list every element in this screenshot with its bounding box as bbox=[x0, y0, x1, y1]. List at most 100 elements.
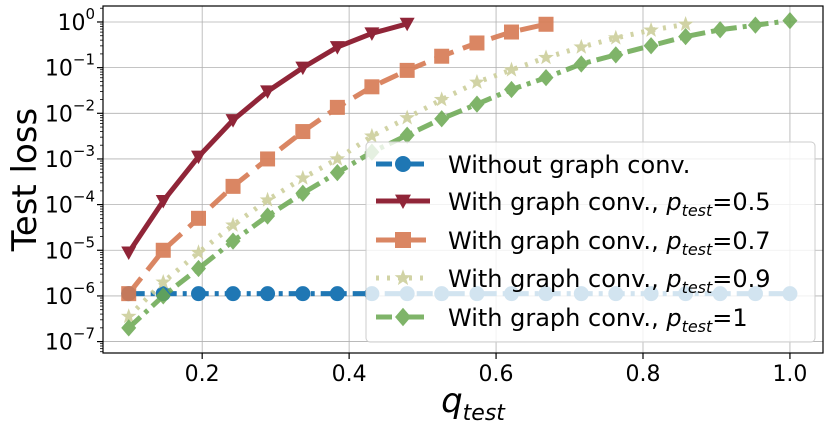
data-point bbox=[538, 49, 554, 65]
data-point bbox=[782, 11, 798, 30]
data-point bbox=[643, 37, 659, 55]
data-point bbox=[294, 169, 311, 185]
legend-box bbox=[365, 141, 816, 343]
legend-label: With graph conv., ptest=0.7 bbox=[448, 227, 771, 259]
axis-labels: qtest Test loss bbox=[5, 108, 506, 424]
data-point bbox=[469, 74, 485, 89]
legend-entry bbox=[376, 307, 430, 327]
x-tick-label: 1.0 bbox=[772, 362, 807, 387]
data-point bbox=[191, 150, 207, 165]
x-axis-label: qtest bbox=[441, 381, 506, 424]
data-point bbox=[260, 151, 276, 167]
legend-swatch-marker bbox=[395, 194, 411, 209]
legend-entry bbox=[376, 194, 430, 209]
data-point bbox=[260, 85, 276, 99]
data-point bbox=[295, 184, 311, 202]
data-point bbox=[399, 126, 415, 144]
data-point bbox=[295, 61, 311, 76]
y-tick-label: 10−7 bbox=[45, 325, 95, 356]
data-point bbox=[121, 286, 137, 302]
data-point bbox=[191, 259, 207, 278]
data-point bbox=[364, 79, 380, 95]
y-tick-label: 10−2 bbox=[45, 96, 95, 127]
legend-swatch-marker bbox=[395, 156, 411, 172]
data-point bbox=[329, 164, 345, 182]
series-2 bbox=[121, 17, 415, 261]
legend-swatch-marker bbox=[394, 269, 412, 286]
data-point bbox=[225, 178, 241, 194]
data-point bbox=[191, 210, 207, 226]
legend-swatch-marker bbox=[395, 307, 411, 327]
data-point bbox=[434, 110, 450, 128]
data-point bbox=[677, 16, 694, 31]
legend-label: Without graph conv. bbox=[448, 151, 690, 179]
legend-entry bbox=[376, 156, 430, 172]
data-point bbox=[155, 287, 171, 305]
x-tick-label: 0.8 bbox=[626, 362, 661, 387]
data-point bbox=[260, 286, 276, 302]
y-tick-label: 10−1 bbox=[45, 51, 95, 82]
data-point bbox=[469, 95, 485, 113]
data-point bbox=[364, 127, 380, 143]
data-point bbox=[643, 21, 659, 37]
data-point bbox=[225, 216, 241, 232]
series-5 bbox=[121, 11, 798, 337]
y-tick-label: 10−6 bbox=[45, 279, 95, 310]
x-tick-label: 0.4 bbox=[332, 362, 367, 387]
x-tick-label: 0.6 bbox=[479, 362, 514, 387]
data-point bbox=[225, 286, 241, 302]
data-point bbox=[364, 27, 380, 41]
data-point bbox=[433, 91, 450, 107]
data-point bbox=[607, 29, 624, 45]
data-point bbox=[503, 61, 520, 77]
data-point bbox=[434, 48, 450, 64]
y-tick-label: 100 bbox=[57, 5, 95, 36]
y-axis-label: Test loss bbox=[5, 108, 45, 252]
legend-swatch-marker bbox=[395, 232, 411, 248]
y-tick-label: 10−5 bbox=[45, 233, 95, 264]
legend-entry bbox=[376, 232, 430, 248]
data-point bbox=[259, 191, 276, 207]
data-point bbox=[712, 21, 728, 39]
plot-frame bbox=[102, 5, 824, 354]
data-point bbox=[190, 244, 207, 260]
data-point bbox=[503, 24, 519, 40]
legend-label: With graph conv., ptest=0.5 bbox=[448, 188, 771, 220]
data-point bbox=[329, 99, 345, 115]
data-point bbox=[329, 286, 345, 302]
data-point bbox=[155, 273, 172, 289]
data-point bbox=[120, 308, 137, 324]
series-4 bbox=[120, 16, 694, 324]
data-point bbox=[121, 319, 137, 337]
legend-entry bbox=[376, 269, 430, 286]
data-point bbox=[538, 16, 554, 32]
data-point bbox=[225, 114, 241, 128]
data-point bbox=[538, 69, 554, 87]
data-point bbox=[191, 286, 207, 302]
series-3 bbox=[121, 16, 554, 302]
data-point bbox=[155, 194, 171, 209]
tick-layer: 0.2 0.4 0.6 0.8 1.0 100 10−1 10−2 10−3 10−4 10−5 10… bbox=[45, 5, 808, 387]
data-point bbox=[121, 246, 137, 261]
legend: Without graph conv. With graph conv., pte… bbox=[365, 141, 816, 343]
data-point bbox=[155, 242, 171, 258]
y-tick-label: 10−3 bbox=[45, 142, 95, 173]
data-point bbox=[329, 41, 345, 55]
data-point bbox=[608, 46, 624, 64]
data-point bbox=[329, 150, 346, 166]
data-point bbox=[399, 62, 415, 78]
data-point bbox=[469, 35, 485, 51]
data-point bbox=[399, 109, 416, 125]
data-point bbox=[260, 207, 276, 225]
data-point bbox=[225, 232, 241, 250]
data-point bbox=[295, 286, 311, 302]
data-point bbox=[399, 17, 415, 32]
data-point bbox=[503, 80, 519, 99]
data-point bbox=[678, 27, 694, 46]
y-tick-label: 10−4 bbox=[45, 188, 95, 219]
data-point bbox=[573, 38, 590, 54]
legend-label: With graph conv., ptest=0.9 bbox=[448, 265, 771, 297]
legend-label: With graph conv., ptest=1 bbox=[448, 304, 748, 336]
x-tick-label: 0.2 bbox=[185, 362, 220, 387]
